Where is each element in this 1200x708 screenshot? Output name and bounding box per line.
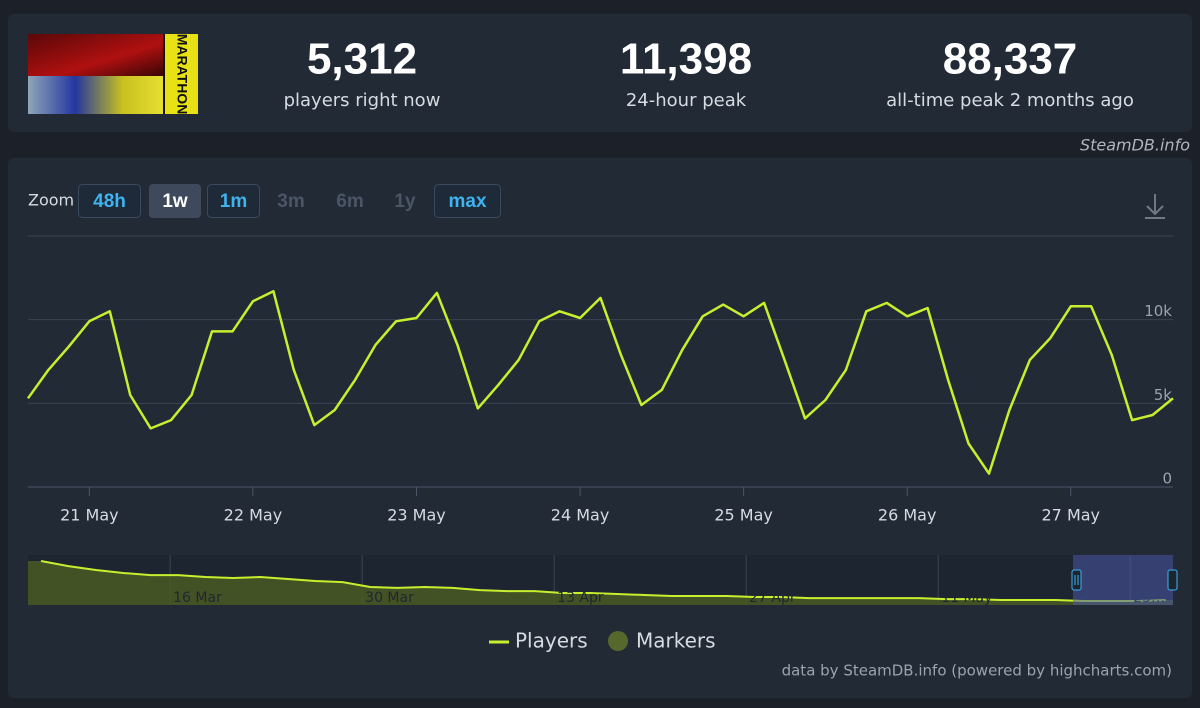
button-label: 6m [336,191,363,212]
navigator-label: 11 May [941,590,992,606]
legend-label[interactable]: Markers [636,629,716,653]
button-label: 3m [277,191,304,212]
cover-strip [165,34,198,114]
download-icon [1145,194,1165,219]
x-tick-label: 26 May [878,506,937,525]
zoom-button: 3m [277,191,304,212]
cover-art [28,76,163,114]
x-tick-label: 22 May [224,506,283,525]
stats-panel [8,14,1192,132]
handle-grip [1074,575,1079,585]
series-line [26,289,1174,475]
button-label: 1y [394,191,416,212]
download-button[interactable] [1140,188,1170,222]
handle-left[interactable] [1071,569,1082,591]
zoom-button: 1y [394,191,416,212]
x-tick-label: 27 May [1042,506,1101,525]
button-bg [207,184,260,218]
zoom-button: 6m [336,191,363,212]
handle-right[interactable] [1167,569,1178,591]
stat-value: 88,337 [943,35,1078,84]
button-label: 1m [220,191,247,212]
zoom-button[interactable]: 1w [149,184,201,218]
navigator-label: 13 Apr [557,590,604,606]
zoom-button[interactable]: 1m [207,184,260,218]
navigator-label: 16 Mar [173,590,222,606]
x-tick-label: 21 May [60,506,119,525]
cover-logo: MARATHON [174,34,190,115]
stat-label: all-time peak 2 months ago [886,90,1134,111]
credit: data by SteamDB.info (powered by highcha… [782,662,1172,680]
stat-label: players right now [284,90,441,111]
button-bg [78,184,141,218]
x-tick-label: 24 May [551,506,610,525]
legend-label[interactable]: Players [515,629,588,653]
button-label: max [448,191,486,212]
navigator-handle[interactable] [1071,569,1178,591]
button-label: 48h [93,191,126,212]
cover-art [28,34,163,76]
button-bg [149,184,201,218]
source-label: SteamDB.info [1080,136,1190,155]
game-cover: MARATHON [28,34,198,115]
legend-symbol [608,631,628,651]
x-tick-label: 23 May [387,506,446,525]
x-tick-label: 25 May [714,506,773,525]
y-tick-label: 0 [1162,470,1172,488]
stat-value: 11,398 [620,35,752,84]
navigator-label: 30 Mar [365,590,414,606]
chart-panel [8,158,1192,698]
stat-label: 24-hour peak [626,90,747,111]
button-label: 1w [162,191,188,212]
zoom-label: Zoom [28,191,74,210]
navigator-line [40,560,1166,602]
y-tick-label: 10k [1144,302,1172,320]
navigator-label: 27 Apr [749,590,796,606]
stat-value: 5,312 [307,35,417,84]
y-tick-label: 5k [1154,386,1173,404]
navigator-selection[interactable] [1073,555,1173,605]
zoom-button[interactable]: max [434,184,501,218]
navigator-area [28,561,1173,605]
zoom-button[interactable]: 48h [78,184,141,218]
button-bg [434,184,501,218]
